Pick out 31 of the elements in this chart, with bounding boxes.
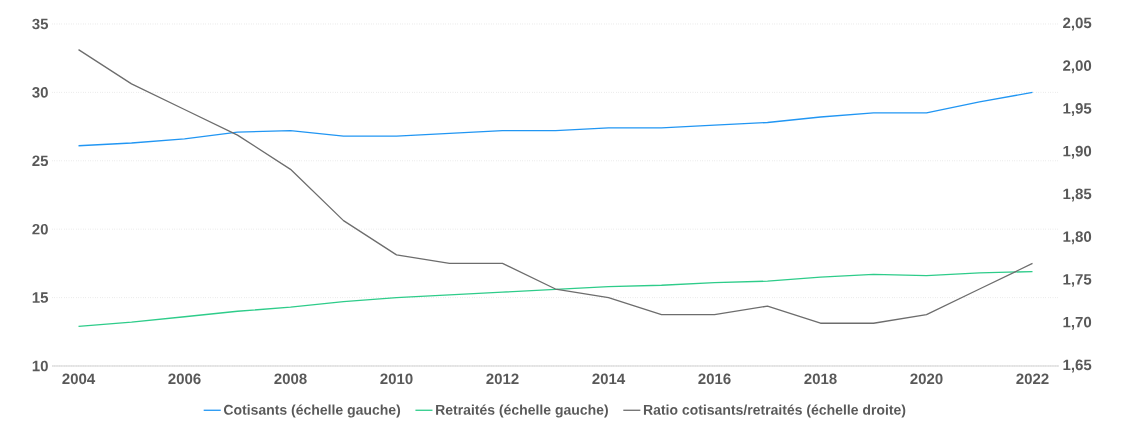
x-tick-label: 2008 [274, 373, 307, 385]
legend-label: Ratio cotisants/retraités (échelle droite) [643, 404, 906, 418]
y-tick-label: 20 [32, 223, 48, 235]
x-tick-label: 2012 [486, 373, 519, 385]
x-tick-label: 2010 [380, 373, 413, 385]
y2-tick-label: 1,70 [1063, 316, 1092, 330]
y2-tick-label: 1,75 [1063, 274, 1092, 287]
y2-tick-label: 1,90 [1063, 145, 1092, 159]
y2-tick-label: 1,85 [1063, 188, 1092, 202]
x-tick-label: 2022 [1016, 373, 1049, 385]
y2-tick-label: 1,95 [1063, 103, 1092, 116]
x-tick-label: 2020 [910, 373, 943, 385]
line-series [77, 91, 1034, 147]
line-series [77, 270, 1034, 327]
y-tick-label: 30 [32, 87, 48, 98]
line-series [77, 48, 1034, 324]
x-tick-label: 2018 [804, 373, 837, 385]
y-tick-label: 15 [32, 292, 49, 303]
x-tick-label: 2004 [62, 373, 96, 385]
x-tick-label: 2014 [592, 373, 626, 385]
y2-tick-label: 1,80 [1063, 231, 1092, 245]
y-tick-label: 25 [32, 155, 49, 167]
x-tick-label: 2016 [698, 373, 731, 385]
x-tick-label: 2006 [168, 373, 201, 385]
legend-label: Retraités (échelle gauche) [436, 404, 608, 418]
y2-tick-label: 2,00 [1063, 60, 1092, 74]
y2-tick-label: 2,05 [1063, 17, 1092, 31]
y2-tick-label: 1,65 [1063, 359, 1092, 373]
y-tick-label: 10 [32, 360, 48, 372]
legend-label: Cotisants (échelle gauche) [223, 404, 401, 418]
y-tick-label: 35 [32, 18, 49, 30]
